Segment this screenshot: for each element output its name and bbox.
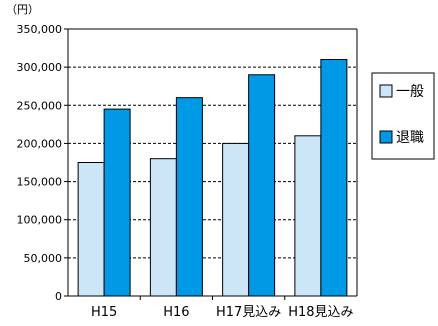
bar-taishoku-1 xyxy=(175,97,203,297)
bar-ippan-3 xyxy=(294,135,322,297)
bar-ippan-0 xyxy=(77,162,105,297)
y-tick-label: 250,000 xyxy=(17,99,63,112)
x-tick-labels: H15 H16 H17見込み H18見込み xyxy=(91,305,354,320)
bar-taishoku-2 xyxy=(248,74,276,297)
bar-taishoku-3 xyxy=(320,59,348,297)
y-tick-label: 350,000 xyxy=(17,23,63,36)
y-tick-label: 100,000 xyxy=(17,214,63,227)
y-tick-label: 200,000 xyxy=(17,137,63,150)
y-unit-label: （円） xyxy=(6,3,39,16)
x-category-label: H17見込み xyxy=(216,305,281,320)
x-category-label: H18見込み xyxy=(288,305,353,320)
bar-ippan-2 xyxy=(222,142,250,297)
axes xyxy=(64,28,358,300)
y-tick-labels: 0 50,000 100,000 150,000 200,000 250,000 300,0… xyxy=(17,23,63,303)
legend-label: 退職 xyxy=(396,130,424,146)
bar-taishoku-0 xyxy=(103,108,131,297)
y-tick-label: 150,000 xyxy=(17,176,63,189)
y-tick-label: 300,000 xyxy=(17,61,63,74)
bar-ippan-1 xyxy=(149,158,177,297)
legend-label: 一般 xyxy=(396,84,424,100)
bars xyxy=(77,59,348,297)
x-category-label: H15 xyxy=(91,305,117,320)
y-tick-label: 0 xyxy=(55,290,62,303)
y-tick-label: 50,000 xyxy=(24,252,63,265)
legend-swatch xyxy=(379,130,393,144)
legend-swatch xyxy=(379,84,393,98)
x-category-label: H16 xyxy=(163,305,189,320)
